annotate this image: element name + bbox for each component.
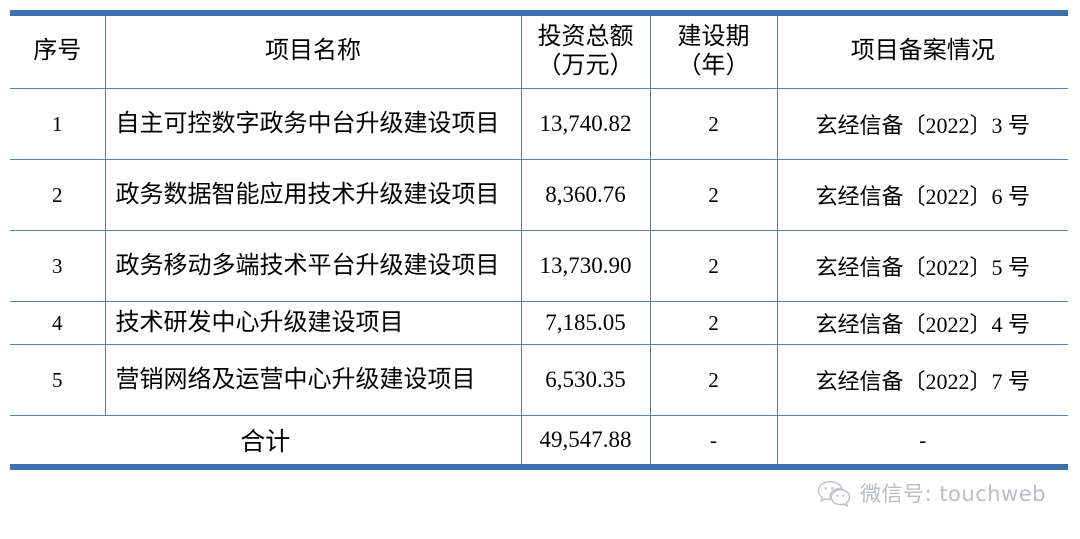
cell-filing-status: 玄经信备〔2022〕5 号 — [776, 230, 1068, 302]
column-header-project-name-label: 项目名称 — [265, 38, 361, 65]
cell-seq: 4 — [10, 301, 106, 345]
column-header-total-investment-label: 投资总额 — [537, 23, 634, 50]
total-amount: 49,547.88 — [520, 415, 651, 470]
table-row: 3 政务移动多端技术平台升级建设项目 13,730.90 2 玄经信备〔2022… — [10, 230, 1068, 302]
table-header: 序号 项目名称 投资总额 （万元） 建设期 （年） 项目备案情况 — [10, 10, 1068, 89]
column-header-seq-label: 序号 — [33, 38, 82, 65]
watermark-text: 微信号: touchweb — [860, 482, 1046, 506]
cell-total-investment: 13,740.82 — [520, 88, 651, 160]
cell-seq: 5 — [10, 344, 106, 416]
cell-project-name: 技术研发中心升级建设项目 — [104, 301, 522, 345]
total-construction-period: - — [649, 415, 778, 470]
cell-seq: 1 — [10, 88, 106, 160]
cell-construction-period: 2 — [649, 159, 778, 231]
cell-construction-period: 2 — [649, 301, 778, 345]
table-total-row: 合计 49,547.88 - - — [10, 415, 1068, 470]
cell-filing-status: 玄经信备〔2022〕4 号 — [776, 301, 1068, 345]
column-header-seq: 序号 — [10, 10, 106, 89]
watermark: 微信号: touchweb — [817, 478, 1046, 508]
column-header-filing-status: 项目备案情况 — [776, 10, 1068, 89]
cell-construction-period: 2 — [649, 344, 778, 416]
investment-project-table-container: 序号 项目名称 投资总额 （万元） 建设期 （年） 项目备案情况 — [10, 10, 1068, 470]
cell-seq: 3 — [10, 230, 106, 302]
cell-seq: 2 — [10, 159, 106, 231]
total-label: 合计 — [10, 415, 522, 470]
cell-project-name: 自主可控数字政务中台升级建设项目 — [104, 88, 522, 160]
table-row: 4 技术研发中心升级建设项目 7,185.05 2 玄经信备〔2022〕4 号 — [10, 301, 1068, 345]
table-header-row: 序号 项目名称 投资总额 （万元） 建设期 （年） 项目备案情况 — [10, 10, 1068, 89]
cell-construction-period: 2 — [649, 230, 778, 302]
cell-total-investment: 7,185.05 — [520, 301, 651, 345]
investment-project-table: 序号 项目名称 投资总额 （万元） 建设期 （年） 项目备案情况 — [10, 10, 1068, 470]
column-header-total-investment: 投资总额 （万元） — [520, 10, 651, 89]
table-row: 5 营销网络及运营中心升级建设项目 6,530.35 2 玄经信备〔2022〕7… — [10, 344, 1068, 416]
column-header-construction-period-unit: （年） — [677, 53, 750, 79]
table-body: 1 自主可控数字政务中台升级建设项目 13,740.82 2 玄经信备〔2022… — [10, 88, 1068, 470]
cell-construction-period: 2 — [649, 88, 778, 160]
cell-filing-status: 玄经信备〔2022〕6 号 — [776, 159, 1068, 231]
column-header-construction-period: 建设期 （年） — [649, 10, 778, 89]
column-header-filing-status-label: 项目备案情况 — [850, 38, 995, 65]
column-header-total-investment-unit: （万元） — [537, 53, 634, 79]
cell-total-investment: 8,360.76 — [520, 159, 651, 231]
cell-filing-status: 玄经信备〔2022〕7 号 — [776, 344, 1068, 416]
cell-project-name: 政务数据智能应用技术升级建设项目 — [104, 159, 522, 231]
table-row: 2 政务数据智能应用技术升级建设项目 8,360.76 2 玄经信备〔2022〕… — [10, 159, 1068, 231]
cell-project-name: 政务移动多端技术平台升级建设项目 — [104, 230, 522, 302]
wechat-icon — [817, 480, 851, 507]
cell-project-name: 营销网络及运营中心升级建设项目 — [104, 344, 522, 416]
cell-filing-status: 玄经信备〔2022〕3 号 — [776, 88, 1068, 160]
total-filing-status: - — [776, 415, 1068, 470]
cell-total-investment: 6,530.35 — [520, 344, 651, 416]
cell-total-investment: 13,730.90 — [520, 230, 651, 302]
column-header-construction-period-label: 建设期 — [677, 23, 750, 50]
table-row: 1 自主可控数字政务中台升级建设项目 13,740.82 2 玄经信备〔2022… — [10, 88, 1068, 160]
column-header-project-name: 项目名称 — [104, 10, 522, 89]
